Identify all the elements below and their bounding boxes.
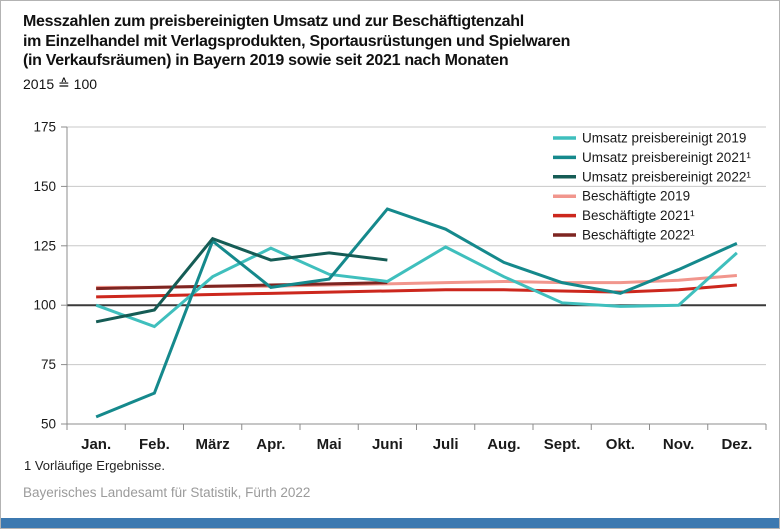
series-line-5 <box>96 283 737 299</box>
footnote: 1 Vorläufige Ergebnisse. <box>24 458 165 473</box>
x-label-Juli: Juli <box>433 436 459 453</box>
y-tick-label-125: 125 <box>33 238 56 253</box>
y-tick-label-100: 100 <box>33 298 56 313</box>
chart-title-line2: im Einzelhandel mit Verlagsprodukten, Sp… <box>23 32 571 50</box>
legend-label-6: Beschäftigte 2022¹ <box>582 228 695 243</box>
x-label-Sept.: Sept. <box>544 436 581 453</box>
y-tick-label-175: 175 <box>33 120 56 135</box>
x-label-März: März <box>196 436 230 453</box>
x-label-Dez.: Dez. <box>721 436 752 453</box>
y-tick-label-75: 75 <box>41 357 56 372</box>
chart-title-line3: (in Verkaufsräumen) in Bayern 2019 sowie… <box>23 52 509 69</box>
x-label-Feb.: Feb. <box>139 436 170 453</box>
series-line-3 <box>95 236 388 324</box>
series-line-2 <box>95 207 738 419</box>
legend-label-4: Beschäftigte 2019 <box>582 189 690 204</box>
legend-label-1: Umsatz preisbereinigt 2019 <box>582 131 746 146</box>
x-label-Jan.: Jan. <box>81 436 111 453</box>
y-tick-label-150: 150 <box>33 179 56 194</box>
series-line-6 <box>96 281 388 291</box>
x-label-Apr.: Apr. <box>256 436 285 453</box>
legend-label-5: Beschäftigte 2021¹ <box>582 208 695 223</box>
chart-subtitle: 2015 ≙ 100 <box>23 75 98 92</box>
brand-bar <box>1 518 779 528</box>
y-tick-label-50: 50 <box>41 417 56 432</box>
chart-title-line1: Messzahlen zum preisbereinigten Umsatz u… <box>23 13 524 30</box>
x-label-Mai: Mai <box>317 436 342 453</box>
x-label-Okt.: Okt. <box>606 436 635 453</box>
x-label-Juni: Juni <box>372 436 403 453</box>
x-label-Aug.: Aug. <box>487 436 520 453</box>
title-block: Messzahlen zum preisbereinigten Umsatz u… <box>23 12 570 93</box>
x-label-Nov.: Nov. <box>663 436 694 453</box>
legend-label-3: Umsatz preisbereinigt 2022¹ <box>582 169 751 184</box>
series-line-1 <box>95 245 738 329</box>
legend-label-2: Umsatz preisbereinigt 2021¹ <box>582 150 751 165</box>
source-credit: Bayerisches Landesamt für Statistik, Für… <box>23 485 311 500</box>
